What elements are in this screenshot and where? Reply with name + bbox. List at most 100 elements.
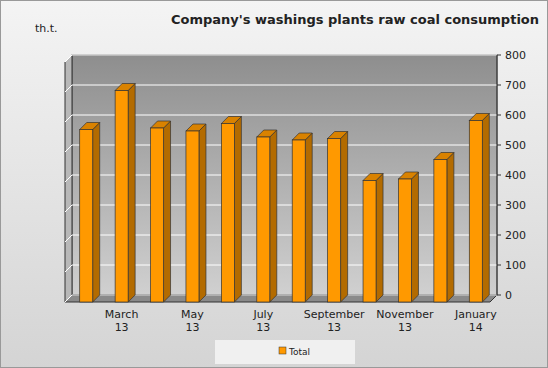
x-tick-label: July13 (252, 308, 273, 334)
grid-line (72, 175, 497, 176)
tick (497, 115, 501, 116)
x-tick-label-line: November (376, 308, 434, 321)
tick (497, 55, 501, 56)
y-tick-label: 0 (505, 289, 512, 302)
x-tick-label: September13 (304, 308, 365, 334)
tick (497, 85, 501, 86)
x-tick-label-line: 13 (398, 321, 412, 334)
tick (497, 295, 501, 296)
bar (115, 84, 135, 303)
x-tick-label-line: 14 (469, 321, 483, 334)
bar-side (447, 153, 454, 303)
bar-side (411, 172, 418, 302)
bar (221, 117, 241, 303)
x-tick-label-line: 13 (327, 321, 341, 334)
grid-line-side (65, 295, 72, 302)
y-tick-label: 200 (505, 229, 526, 242)
bar (434, 153, 454, 303)
bar-top (398, 172, 418, 179)
background (0, 0, 548, 368)
legend: Total (215, 340, 355, 364)
bar (469, 114, 489, 303)
grid-line-side (65, 115, 72, 122)
bar-top (151, 121, 171, 128)
bar-side (482, 114, 489, 303)
bar-front (292, 140, 305, 302)
y-label: th.t. (35, 22, 58, 35)
y-tick-label: 800 (505, 49, 526, 62)
bar-top (186, 124, 206, 131)
bar (328, 132, 348, 303)
grid-line-side (65, 205, 72, 212)
y-tick-label: 400 (505, 169, 526, 182)
x-tick-label-line: January (454, 308, 497, 321)
bar-top (115, 84, 135, 91)
bar-top (221, 117, 241, 124)
bar-front (257, 137, 270, 302)
bar-front (115, 91, 128, 303)
bar-front (186, 131, 199, 302)
bar-top (257, 130, 277, 137)
x-tick-label-line: 13 (256, 321, 270, 334)
chart-svg: Company's washings plants raw coal consu… (0, 0, 548, 368)
bar-front (469, 121, 482, 303)
y-tick-label: 700 (505, 79, 526, 92)
grid-line (72, 265, 497, 266)
y-tick-label: 100 (505, 259, 526, 272)
tick (497, 265, 501, 266)
bar-side (376, 174, 383, 303)
grid-line-side (65, 85, 72, 92)
bar-top (469, 114, 489, 121)
bar-front (151, 128, 164, 302)
bar-side (128, 84, 135, 303)
y-tick-label: 300 (505, 199, 526, 212)
bar-side (93, 123, 100, 303)
grid-line (72, 85, 497, 86)
grid-line-side (65, 145, 72, 152)
legend-box (215, 340, 355, 364)
bar (186, 124, 206, 302)
bar-side (234, 117, 241, 303)
bar (292, 133, 312, 302)
grid-line (72, 205, 497, 206)
x-tick-label: May13 (181, 308, 204, 334)
x-tick-label-line: September (304, 308, 365, 321)
bar-top (328, 132, 348, 139)
grid-line-side (65, 55, 72, 62)
x-tick-label-line: 13 (115, 321, 129, 334)
bar-front (328, 139, 341, 303)
bar-top (434, 153, 454, 160)
x-tick-label: January14 (454, 308, 497, 334)
tick (497, 235, 501, 236)
left-wall (65, 55, 72, 302)
bar (398, 172, 418, 302)
tick (497, 145, 501, 146)
x-tick-label-line: July (252, 308, 273, 321)
bar-side (270, 130, 277, 302)
bar-top (80, 123, 100, 130)
grid-line (72, 295, 497, 296)
grid-line-side (65, 175, 72, 182)
bar-side (305, 133, 312, 302)
x-tick-label-line: March (105, 308, 139, 321)
x-tick-label-line: May (181, 308, 204, 321)
bar-side (164, 121, 171, 302)
y-tick-label: 500 (505, 139, 526, 152)
bar-top (363, 174, 383, 181)
bar-front (398, 179, 411, 302)
border (1, 1, 548, 368)
tick (497, 175, 501, 176)
x-tick-label: November13 (376, 308, 434, 334)
x-tick-label: March13 (105, 308, 139, 334)
bar (363, 174, 383, 303)
bar-front (221, 124, 234, 303)
bar-side (341, 132, 348, 303)
legend-label: Total (288, 347, 310, 357)
bar-top (292, 133, 312, 140)
bar (151, 121, 171, 302)
bars (80, 84, 490, 303)
chart-root: Company's washings plants raw coal consu… (0, 0, 548, 368)
grid-line (72, 235, 497, 236)
tick (497, 205, 501, 206)
grid-line (72, 115, 497, 116)
